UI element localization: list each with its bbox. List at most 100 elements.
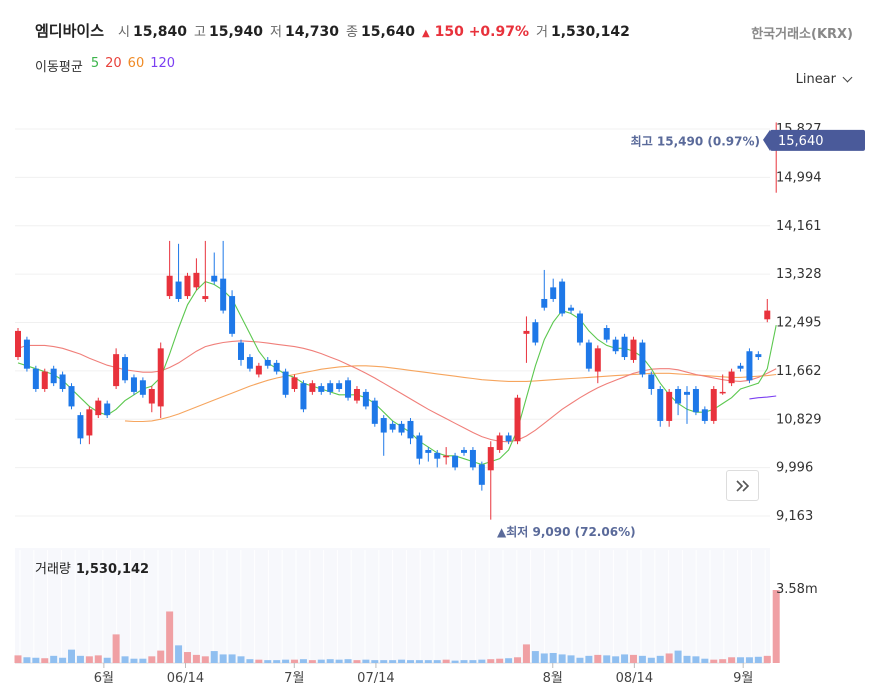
volume-bar (344, 659, 352, 663)
candle-body (728, 371, 735, 384)
volume-bar (745, 657, 753, 663)
candle-body (139, 380, 146, 395)
volume-bar (228, 654, 236, 663)
candle (692, 386, 699, 416)
candle (273, 359, 280, 375)
candle (113, 348, 120, 389)
volume-bar (317, 659, 325, 663)
candle-body (95, 400, 102, 416)
candle (220, 240, 227, 314)
volume-bar (603, 655, 611, 663)
scale-selector[interactable]: Linear (795, 72, 853, 87)
candle-body (576, 313, 583, 343)
candle-body (585, 342, 592, 369)
volume-value: 1,530,142 (550, 24, 630, 40)
volume-bar (505, 658, 513, 663)
candles (15, 122, 780, 520)
volume-bar (183, 652, 191, 663)
candle-body (353, 388, 360, 401)
volume-bar (772, 590, 780, 663)
candle-body (389, 423, 396, 430)
volume-bar (719, 659, 727, 663)
candle (532, 319, 539, 346)
volume-bar (398, 659, 406, 663)
candle-body (639, 342, 646, 375)
candle (166, 240, 173, 299)
candle-body (175, 281, 182, 299)
candle (264, 357, 271, 369)
candle (362, 388, 369, 410)
y-tick-label: 10,829 (776, 412, 822, 427)
candle-body (603, 328, 610, 340)
high-annotation: 최고 15,490 (0.97%) (631, 134, 760, 149)
candle-body (50, 368, 57, 384)
candle (710, 386, 717, 424)
stock-name[interactable]: 엠디바이스 (35, 22, 105, 40)
candle (398, 420, 405, 436)
ma-120-label[interactable]: 120 (150, 56, 176, 71)
candle-body (425, 449, 432, 453)
moving-average-legend[interactable]: 이동평균 5 20 60 120 (35, 56, 175, 75)
candle-body (701, 409, 708, 421)
volume-max-tick: 3.58m (776, 582, 818, 597)
volume-bar (41, 658, 49, 663)
ma-60-label[interactable]: 60 (127, 56, 145, 71)
x-tick-label: 06/14 (167, 671, 204, 686)
volume-bar (558, 654, 566, 663)
volume-bar (737, 657, 745, 663)
candle (639, 339, 646, 378)
ma-5-label[interactable]: 5 (90, 56, 100, 71)
low-annotation: ▲최저 9,090 (72.06%) (497, 524, 636, 539)
candle (148, 386, 155, 413)
candle (389, 420, 396, 433)
candle (282, 368, 289, 398)
volume-bar (291, 659, 299, 663)
ma-20-label[interactable]: 20 (105, 56, 122, 71)
candle (416, 432, 423, 465)
scale-selector-label: Linear (795, 72, 836, 87)
volume-bar (522, 644, 530, 663)
candle-body (68, 386, 75, 407)
high-value: 15,940 (208, 24, 264, 40)
volume-bar (442, 659, 450, 663)
candle (139, 377, 146, 398)
candle (184, 272, 191, 299)
candle-body (737, 365, 744, 369)
candle (193, 258, 200, 291)
candle-body (202, 296, 209, 299)
candle (104, 400, 111, 419)
volume-bar (487, 659, 495, 663)
high-label: 고 (194, 25, 206, 40)
candle (603, 325, 610, 343)
candle (585, 339, 592, 372)
candle (77, 412, 84, 445)
ma20-line (17, 340, 777, 443)
volume-bar (460, 660, 468, 663)
volume-bar (406, 660, 414, 663)
candle-body (246, 357, 253, 369)
candle-body (345, 380, 352, 398)
volume-bar (621, 654, 629, 663)
candle-body (15, 330, 21, 358)
candle (157, 342, 164, 419)
volume-bar (121, 656, 129, 663)
volume-bar (166, 611, 174, 663)
open-label: 시 (118, 25, 130, 40)
volume-bar (273, 660, 281, 663)
candle (541, 269, 548, 311)
candle (130, 374, 137, 395)
change-value: ▲ 150 +0.97% (422, 24, 529, 40)
candle-body (523, 330, 530, 334)
candle (514, 394, 521, 445)
candle-body (594, 348, 601, 372)
candle-body (148, 388, 155, 404)
candle (559, 278, 566, 317)
candle-body (122, 357, 129, 381)
volume-bar (139, 658, 147, 663)
candle (755, 351, 762, 360)
volume-bar (389, 660, 397, 663)
y-tick-label: 14,994 (776, 170, 822, 185)
scroll-latest-button[interactable] (726, 470, 759, 501)
volume-bar (674, 650, 682, 663)
